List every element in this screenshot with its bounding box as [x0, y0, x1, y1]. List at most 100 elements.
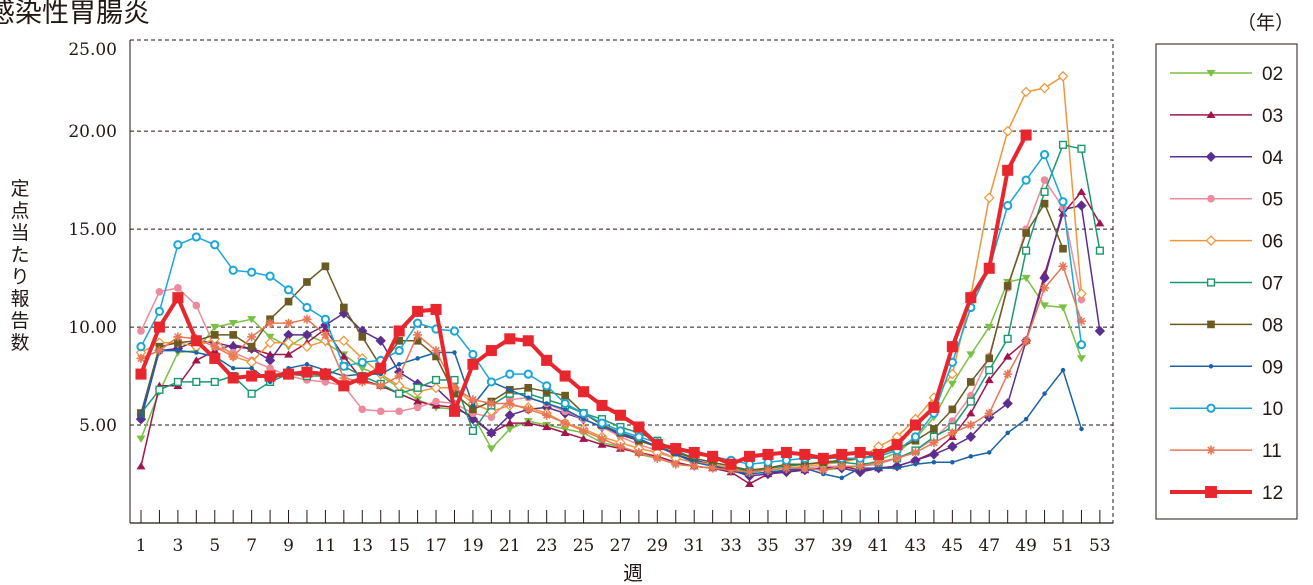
data-point — [265, 271, 275, 281]
data-point — [1076, 355, 1086, 363]
data-point — [1057, 70, 1069, 82]
data-point — [136, 342, 146, 352]
data-point — [652, 453, 662, 463]
data-point — [1003, 352, 1013, 360]
data-point — [430, 303, 442, 315]
data-point — [1077, 295, 1086, 304]
data-point — [891, 439, 903, 451]
data-point — [505, 419, 515, 427]
data-point — [210, 323, 220, 332]
data-point — [615, 426, 626, 436]
data-point — [340, 303, 348, 312]
data-point — [358, 333, 367, 341]
legend-label: 08 — [1262, 315, 1283, 336]
data-point — [1005, 430, 1010, 436]
x-tick-label: 11 — [315, 536, 337, 556]
data-point — [505, 398, 515, 408]
data-point — [319, 368, 331, 380]
data-point — [1020, 86, 1032, 98]
data-point — [985, 354, 994, 363]
data-point — [358, 405, 367, 414]
y-tick-label: 5.00 — [79, 416, 117, 436]
data-point — [486, 445, 496, 453]
asterisk-stroke — [690, 462, 698, 470]
data-point — [1076, 200, 1087, 211]
asterisk-stroke — [266, 319, 274, 327]
data-point — [542, 387, 551, 396]
series-line-05 — [140, 179, 1083, 473]
x-tick-label: 21 — [499, 536, 521, 556]
asterisk-stroke — [469, 395, 477, 404]
data-point — [634, 447, 644, 457]
series-line-02 — [140, 277, 1083, 473]
data-point — [357, 365, 367, 373]
data-point — [136, 462, 146, 470]
data-point — [983, 262, 995, 274]
data-point — [303, 278, 311, 286]
asterisk-stroke — [874, 458, 883, 467]
data-point — [762, 448, 774, 460]
data-point — [395, 407, 403, 416]
asterisk-stroke — [837, 462, 846, 470]
data-point — [836, 448, 848, 460]
data-point — [1076, 187, 1086, 196]
series-line-09 — [140, 349, 1083, 479]
series-09 — [138, 348, 1084, 481]
data-point — [763, 465, 773, 475]
asterisk-stroke — [801, 464, 809, 472]
data-point — [651, 439, 663, 451]
grid-lines — [130, 130, 1113, 426]
data-point — [154, 306, 165, 316]
data-point — [1021, 274, 1031, 283]
data-point — [544, 401, 549, 406]
data-point — [209, 352, 221, 364]
data-point — [486, 398, 496, 408]
data-point — [284, 297, 293, 306]
asterisk-stroke — [542, 411, 551, 419]
data-point — [413, 397, 423, 405]
data-point — [191, 356, 201, 364]
data-point — [946, 341, 958, 353]
legend-item-05: 05 — [1170, 190, 1283, 211]
data-point — [228, 341, 239, 352]
asterisk-stroke — [211, 342, 219, 351]
data-point — [507, 387, 513, 393]
data-point — [192, 377, 201, 387]
data-point — [339, 361, 349, 371]
legend-marker — [1205, 151, 1217, 162]
data-point — [597, 434, 607, 444]
legend-item-03: 03 — [1170, 106, 1283, 127]
asterisk-stroke — [247, 333, 256, 341]
data-point — [688, 446, 700, 458]
data-point — [984, 375, 994, 384]
asterisk-stroke — [598, 435, 606, 443]
data-point — [707, 450, 719, 462]
data-point — [175, 348, 181, 353]
asterisk-stroke — [1040, 284, 1049, 292]
data-point — [194, 350, 199, 355]
data-point — [928, 449, 940, 460]
x-tick-label: 19 — [462, 536, 484, 556]
data-point — [320, 314, 330, 324]
legend-box — [1155, 43, 1298, 520]
data-point — [560, 398, 570, 409]
data-point — [228, 265, 238, 275]
asterisk-stroke — [708, 464, 717, 472]
data-point — [504, 410, 515, 421]
data-point — [1039, 150, 1050, 160]
x-tick-label: 39 — [831, 536, 853, 556]
data-point — [1040, 302, 1050, 310]
asterisk-stroke — [893, 454, 901, 463]
data-point — [909, 419, 922, 431]
asterisk-stroke — [745, 468, 754, 476]
data-point — [356, 372, 368, 384]
data-point — [413, 403, 422, 412]
data-point — [983, 192, 995, 204]
legend-marker — [1206, 445, 1216, 455]
asterisk-stroke — [376, 382, 385, 390]
legend-marker — [1206, 69, 1216, 78]
x-tick-label: 31 — [683, 536, 705, 556]
x-tick-label: 51 — [1052, 536, 1074, 556]
asterisk-stroke — [635, 448, 643, 457]
x-tick-label: 45 — [942, 536, 964, 556]
